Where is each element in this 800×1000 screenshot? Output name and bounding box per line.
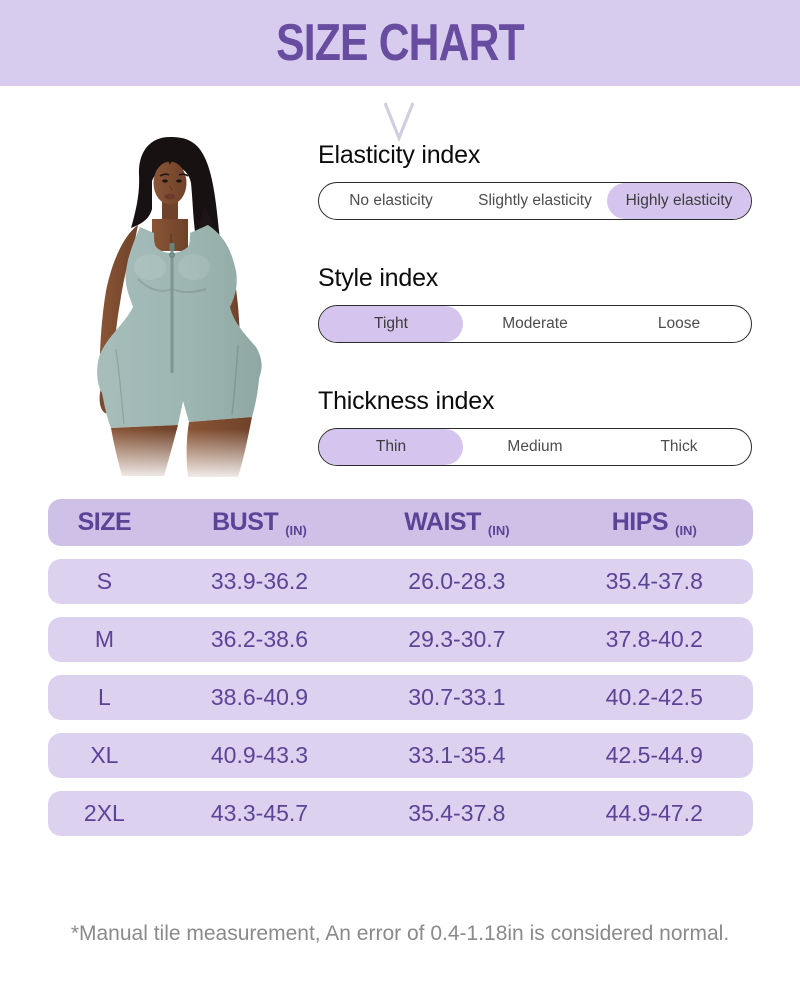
index-section-title: Elasticity index xyxy=(318,141,481,169)
page-title: SIZE CHART xyxy=(276,14,524,72)
size-cell: S xyxy=(96,568,113,594)
index-option: Slightly elasticity xyxy=(478,192,592,209)
measurement-cell: 43.3-45.7 xyxy=(210,800,309,826)
column-header: SIZE xyxy=(48,508,161,537)
index-section-2: Thickness index Thin Medium Thick xyxy=(318,386,752,466)
zipper xyxy=(169,243,175,373)
index-section-0: Elasticity index No elasticity Slightly e… xyxy=(318,140,752,220)
table-row: 2XL 43.3-45.7 35.4-37.8 44.9-47.2 xyxy=(48,791,753,836)
column-label: HIPS xyxy=(611,508,669,536)
measurement-cell: 42.5-44.9 xyxy=(605,742,703,768)
size-cell: 2XL xyxy=(83,800,125,826)
page-header: SIZE CHART xyxy=(0,0,800,86)
size-cell: L xyxy=(98,684,111,710)
measurement-cell: 29.3-30.7 xyxy=(408,626,506,652)
model-photo xyxy=(86,131,290,483)
measurement-cell: 44.9-47.2 xyxy=(605,800,703,826)
measurement-cell: 37.8-40.2 xyxy=(605,626,703,652)
column-label: WAIST xyxy=(404,508,481,536)
index-option-bar: Thin Medium Thick xyxy=(318,428,752,466)
size-cell: XL xyxy=(90,742,119,768)
column-header: WAIST (IN) xyxy=(358,508,555,538)
column-unit: (IN) xyxy=(285,522,307,538)
index-section-1: Style index Tight Moderate Loose xyxy=(318,263,752,343)
romper xyxy=(97,225,262,428)
size-cell: M xyxy=(94,626,114,652)
measurement-cell: 30.7-33.1 xyxy=(408,684,506,710)
index-option-selected: Tight xyxy=(319,306,463,342)
size-table-body: S 33.9-36.2 26.0-28.3 35.4-37.8 M 36.2-38.6 29… xyxy=(48,559,753,836)
column-label: SIZE xyxy=(77,508,132,536)
index-option: Thick xyxy=(660,438,698,455)
table-row: S 33.9-36.2 26.0-28.3 35.4-37.8 xyxy=(48,559,753,604)
measurement-cell: 38.6-40.9 xyxy=(210,684,309,710)
image-fade xyxy=(86,429,290,483)
column-header: BUST (IN) xyxy=(161,508,358,538)
measurement-cell: 33.9-36.2 xyxy=(210,568,309,594)
column-label: BUST xyxy=(212,508,279,536)
measurement-cell: 40.2-42.5 xyxy=(605,684,703,710)
index-option-selected: Highly elasticity xyxy=(607,183,751,219)
measurement-cell: 36.2-38.6 xyxy=(210,626,309,652)
index-section-title: Style index xyxy=(318,264,439,292)
index-option: No elasticity xyxy=(349,192,433,209)
index-section-title: Thickness index xyxy=(318,387,495,415)
measurement-cell: 35.4-37.8 xyxy=(408,800,506,826)
measurement-cell: 33.1-35.4 xyxy=(408,742,506,768)
index-option: Medium xyxy=(507,438,563,455)
measurement-cell: 26.0-28.3 xyxy=(408,568,506,594)
measurement-cell: 40.9-43.3 xyxy=(210,742,309,768)
size-table: SIZE BUST (IN) WAIST (IN) HIPS (IN) S 33.9-36.2… xyxy=(48,499,753,836)
index-option-selected: Thin xyxy=(319,429,463,465)
column-header: HIPS (IN) xyxy=(556,508,753,538)
measurement-note: *Manual tile measurement, An error of 0.… xyxy=(70,922,730,945)
column-unit: (IN) xyxy=(487,522,510,538)
index-option: Loose xyxy=(657,315,701,332)
chevron-down-icon xyxy=(381,100,417,147)
table-row: XL 40.9-43.3 33.1-35.4 42.5-44.9 xyxy=(48,733,753,778)
measurement-cell: 35.4-37.8 xyxy=(605,568,703,594)
table-row: L 38.6-40.9 30.7-33.1 40.2-42.5 xyxy=(48,675,753,720)
index-option-bar: No elasticity Slightly elasticity Highly e… xyxy=(318,182,752,220)
index-option-bar: Tight Moderate Loose xyxy=(318,305,752,343)
index-option: Moderate xyxy=(502,315,568,332)
size-table-header: SIZE BUST (IN) WAIST (IN) HIPS (IN) xyxy=(48,499,753,546)
table-row: M 36.2-38.6 29.3-30.7 37.8-40.2 xyxy=(48,617,753,662)
model-face xyxy=(143,141,203,217)
column-unit: (IN) xyxy=(675,522,697,538)
